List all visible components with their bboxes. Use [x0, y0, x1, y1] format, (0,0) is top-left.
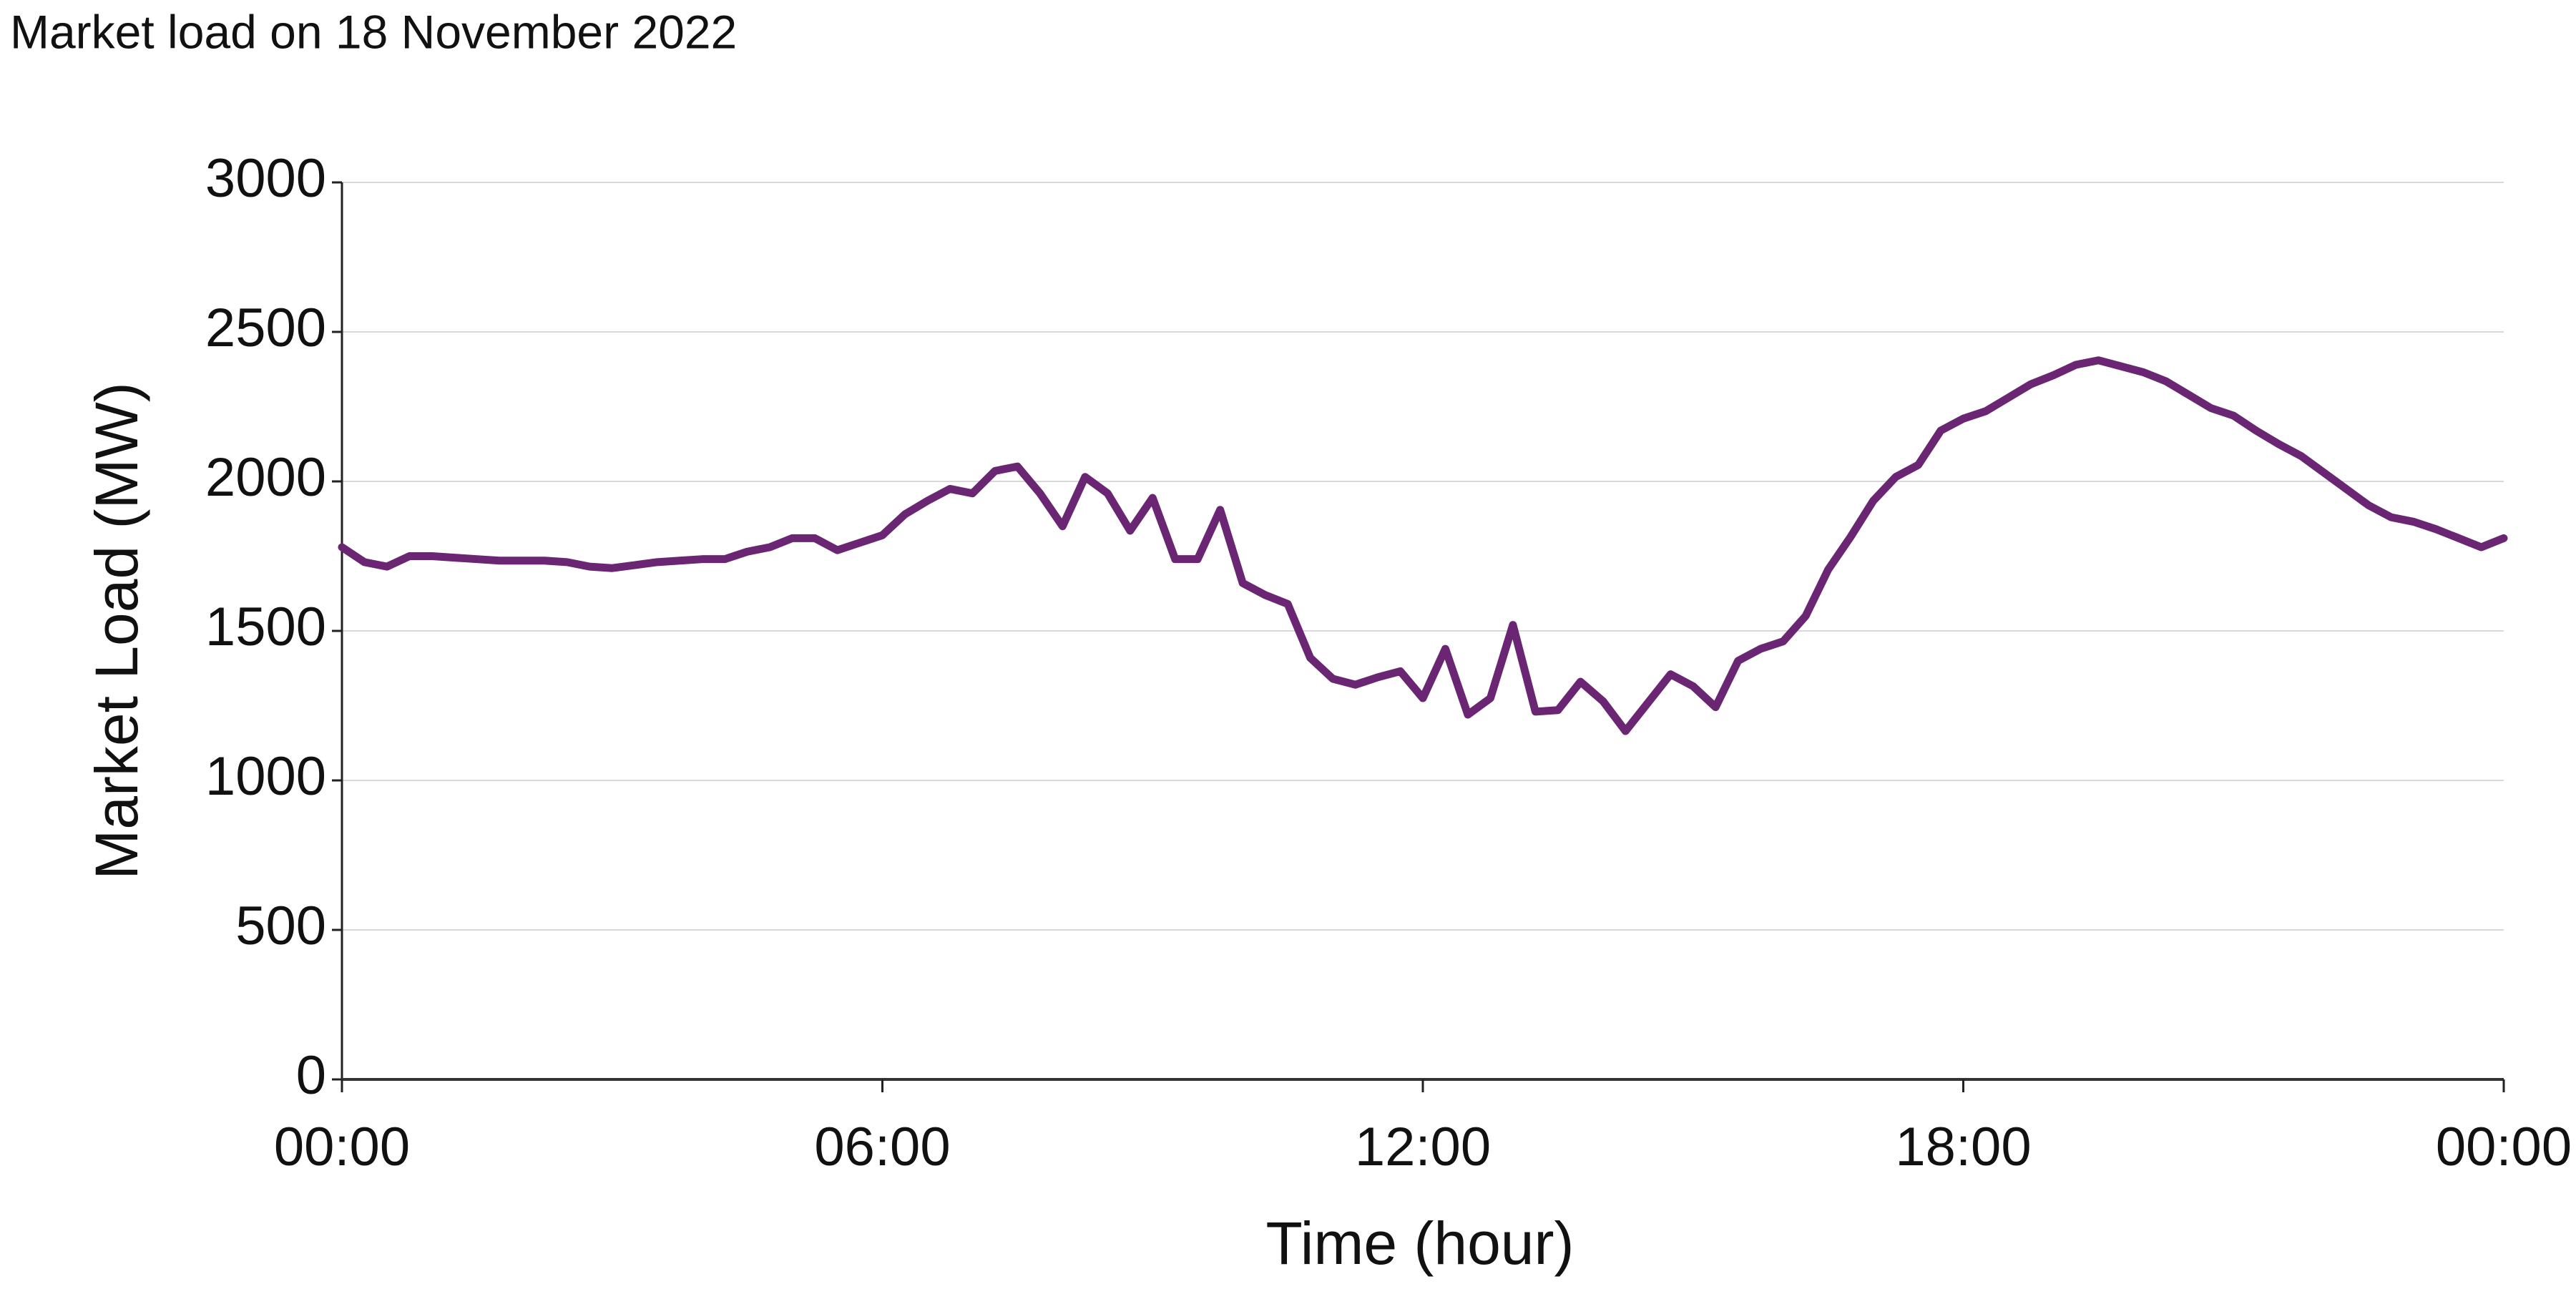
y-tick-label: 3000 — [205, 148, 326, 209]
x-tick-label: 12:00 — [1355, 1117, 1491, 1177]
data-line — [338, 356, 2508, 735]
x-axis-label: Time (hour) — [1266, 1210, 1575, 1277]
chart-title: Market load on 18 November 2022 — [10, 5, 737, 58]
y-tick-label: 500 — [235, 896, 326, 956]
y-tick-label: 1500 — [205, 597, 326, 657]
y-axis-label: Market Load (MW) — [83, 382, 150, 879]
x-tick-label: 06:00 — [814, 1117, 950, 1177]
x-tick-label: 00:00 — [2436, 1117, 2572, 1177]
y-tick-label: 2500 — [205, 298, 326, 358]
x-tick-label: 00:00 — [274, 1117, 410, 1177]
x-tick-label: 18:00 — [1895, 1117, 2031, 1177]
y-tick-label: 0 — [296, 1045, 326, 1106]
y-tick-label: 2000 — [205, 447, 326, 508]
y-tick-label: 1000 — [205, 746, 326, 807]
